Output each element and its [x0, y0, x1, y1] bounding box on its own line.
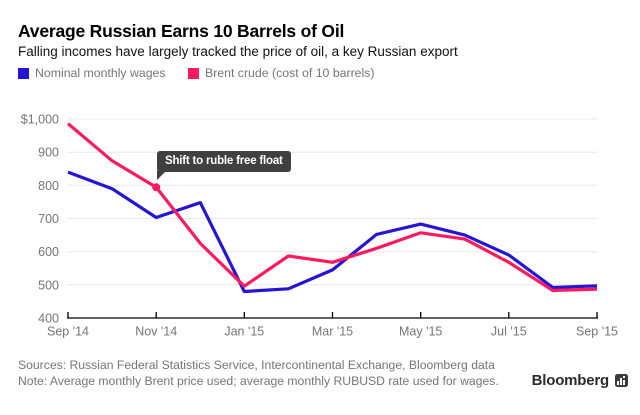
chart-title: Average Russian Earns 10 Barrels of Oil: [18, 21, 345, 41]
x-axis-label: May '15: [399, 325, 442, 339]
y-axis-label: 900: [38, 146, 59, 160]
y-axis-label: 500: [38, 278, 59, 292]
legend-label-brent: Brent crude (cost of 10 barrels): [205, 66, 375, 80]
brent-swatch: [188, 67, 199, 79]
annotation-marker: [152, 183, 161, 192]
x-axis-label: Jul '15: [491, 325, 527, 339]
y-axis-label: 400: [38, 312, 59, 326]
y-axis-label: $1,000: [21, 113, 59, 127]
note-line: Note: Average monthly Brent price used; …: [18, 373, 499, 388]
y-axis-label: 800: [38, 179, 59, 193]
legend: Nominal monthly wages Brent crude (cost …: [0, 66, 640, 80]
x-axis-label: Sep '15: [576, 325, 618, 339]
wages-swatch: [18, 67, 29, 79]
legend-item-brent: Brent crude (cost of 10 barrels): [188, 66, 375, 80]
tooltip-tail-icon: [157, 171, 166, 180]
annotation-tooltip: Shift to ruble free float: [157, 151, 291, 180]
bloomberg-terminal-icon: [615, 374, 628, 387]
wages-line: [67, 170, 598, 294]
x-axis-label: Nov '14: [135, 325, 177, 339]
bloomberg-logo: Bloomberg: [532, 372, 628, 389]
sources-line: Sources: Russian Federal Statistics Serv…: [18, 358, 495, 372]
x-axis-label: Jan '15: [224, 325, 264, 339]
legend-label-wages: Nominal monthly wages: [35, 66, 166, 80]
brent-line: [66, 122, 598, 293]
chart-subtitle: Falling incomes have largely tracked the…: [18, 44, 458, 59]
y-axis-label: 700: [38, 212, 59, 226]
source-note: Sources: Russian Federal Statistics Serv…: [18, 358, 499, 389]
bloomberg-wordmark: Bloomberg: [531, 372, 610, 389]
x-axis-label: Mar '15: [312, 325, 353, 339]
legend-item-wages: Nominal monthly wages: [18, 66, 166, 80]
line-chart: $1,000 900 800 700 600 500 400 Sep '14 Nov '14 Ja…: [0, 95, 640, 345]
y-axis-label: 600: [38, 245, 59, 259]
annotation-text: Shift to ruble free float: [165, 155, 283, 167]
x-axis-label: Sep '14: [47, 325, 89, 339]
